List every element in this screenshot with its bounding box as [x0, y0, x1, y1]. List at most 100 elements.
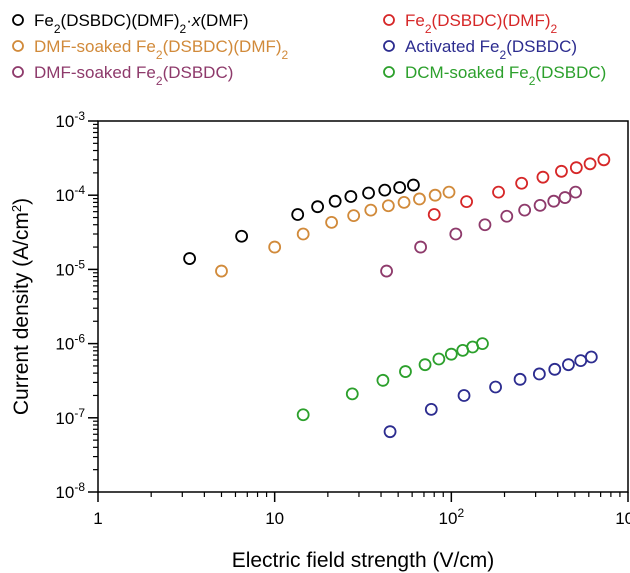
x-axis-ticks: 1 10 102 103: [93, 492, 630, 528]
data-point: [397, 195, 411, 209]
legend-label: Fe2(DSBDC)(DMF)2: [405, 11, 558, 36]
series-dmf-soaked-fe2-dsbdc-dmf-2: [215, 185, 456, 278]
data-point: [183, 252, 197, 265]
data-point: [381, 199, 395, 213]
data-point: [555, 164, 568, 178]
data-point: [428, 188, 442, 202]
legend-item: DMF-soaked Fe2(DSBDC)(DMF)2: [12, 37, 289, 62]
y-tick-label: 10-8: [55, 480, 85, 502]
data-point: [296, 408, 310, 422]
x-tick-label: 102: [439, 506, 465, 528]
x-tick-label: 1: [93, 509, 102, 528]
data-point: [268, 240, 282, 254]
legend-marker-icon: [383, 66, 395, 78]
y-tick-label: 10-4: [55, 183, 85, 205]
data-point: [583, 157, 597, 171]
data-point: [311, 200, 325, 214]
data-point: [500, 209, 514, 223]
data-point: [344, 190, 358, 203]
legend-label: DMF-soaked Fe2(DSBDC)(DMF)2: [34, 37, 289, 62]
data-point: [418, 358, 432, 372]
x-axis-label: Electric field strength (V/cm): [232, 549, 495, 572]
series-fe2-dsbdc-dmf-2: [427, 153, 611, 221]
data-point: [291, 208, 305, 221]
data-point: [432, 352, 446, 366]
data-point: [547, 194, 561, 208]
plot-frame: [97, 120, 629, 493]
plot-area: 1 10 102 103 10-8 10-7 10-6 10-5 10-4 10-3: [55, 109, 630, 528]
data-point: [574, 354, 588, 368]
legend-item: DMF-soaked Fe2(DSBDC): [12, 63, 233, 88]
y-tick-label: 10-7: [55, 406, 85, 428]
legend-marker-icon: [383, 40, 395, 52]
data-point: [235, 229, 249, 243]
data-point: [380, 264, 393, 278]
data-point: [364, 203, 378, 217]
series-dcm-soaked-fe2-dsbdc-: [296, 337, 489, 422]
data-point: [533, 198, 547, 212]
data-point: [513, 372, 527, 386]
legend-label: Fe2(DSBDC)(DMF)2·x(DMF): [34, 11, 249, 36]
legend-label: DCM-soaked Fe2(DSBDC): [405, 63, 606, 88]
data-point: [536, 170, 550, 184]
series-fe2-dsbdc-dmf-2-x-dmf-: [183, 178, 420, 265]
y-tick-label: 10-5: [55, 257, 85, 279]
y-tick-label: 10-3: [55, 109, 85, 131]
legend-item: DCM-soaked Fe2(DSBDC): [383, 63, 606, 88]
legend-marker-icon: [12, 40, 24, 52]
data-point: [328, 194, 342, 208]
legend-marker-icon: [383, 14, 395, 26]
data-point: [548, 362, 562, 376]
x-tick-label: 103: [615, 506, 630, 528]
data-point: [345, 387, 359, 401]
data-point: [424, 402, 438, 416]
data-point: [407, 178, 420, 192]
data-point: [478, 218, 492, 232]
legend-item: Activated Fe2(DSBDC): [383, 37, 577, 62]
legend-item: Fe2(DSBDC)(DMF)2: [383, 11, 558, 36]
data-point: [296, 227, 310, 241]
data-point: [569, 161, 583, 175]
data-point: [449, 227, 463, 241]
data-point: [362, 186, 375, 200]
data-point: [444, 347, 458, 361]
data-point: [492, 185, 505, 199]
data-point: [413, 192, 426, 206]
data-point: [460, 195, 473, 208]
data-point: [532, 367, 546, 381]
data-point: [518, 203, 532, 217]
data-point: [393, 181, 407, 194]
data-points: [183, 153, 611, 439]
data-point: [442, 185, 456, 199]
legend-marker-icon: [12, 66, 24, 78]
series-activated-fe2-dsbdc-: [383, 350, 598, 439]
y-axis-ticks: 10-8 10-7 10-6 10-5 10-4 10-3: [55, 109, 98, 502]
series-dmf-soaked-fe2-dsbdc-: [380, 185, 582, 278]
data-point: [515, 176, 529, 190]
data-point: [476, 337, 489, 351]
data-point: [378, 183, 392, 197]
data-point: [569, 185, 582, 199]
data-point: [457, 389, 471, 402]
y-tick-label: 10-6: [55, 332, 85, 354]
data-point: [325, 215, 338, 229]
data-point: [215, 264, 228, 278]
legend-item: Fe2(DSBDC)(DMF)2·x(DMF): [12, 11, 249, 36]
legend-marker-icon: [12, 14, 24, 26]
legend-label: DMF-soaked Fe2(DSBDC): [34, 63, 233, 88]
data-point: [414, 240, 428, 254]
data-point: [383, 425, 397, 439]
data-point: [399, 365, 412, 378]
y-axis-label: Current density (A/cm2): [9, 198, 34, 415]
data-point: [584, 350, 598, 364]
data-point: [558, 191, 572, 204]
legend: Fe2(DSBDC)(DMF)2·x(DMF) Fe2(DSBDC)(DMF)2 D…: [12, 11, 606, 88]
data-point: [597, 153, 611, 167]
data-point: [376, 373, 390, 387]
data-point: [489, 380, 502, 394]
x-tick-label: 10: [265, 509, 284, 528]
data-point: [347, 209, 361, 223]
data-point: [427, 208, 441, 221]
data-point: [562, 358, 575, 372]
